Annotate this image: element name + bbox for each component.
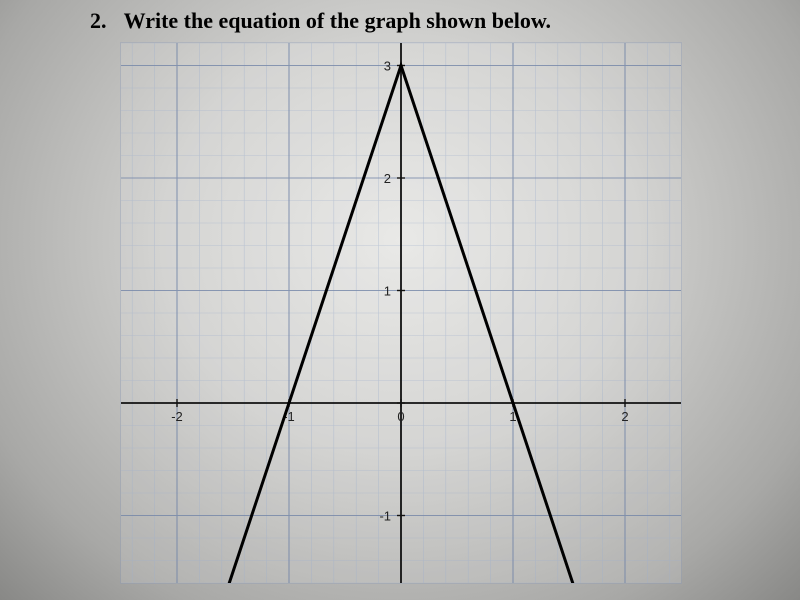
y-tick-label: 1 (384, 284, 391, 299)
x-tick-label: 0 (397, 409, 404, 424)
y-tick-label: 2 (384, 171, 391, 186)
x-tick-label: -2 (171, 409, 183, 424)
absolute-value-graph: 012-2-1123-1 (121, 43, 681, 583)
question-number: 2. (90, 8, 107, 34)
y-tick-label: -1 (379, 509, 391, 524)
x-tick-label: 2 (621, 409, 628, 424)
graph-panel: 012-2-1123-1 (120, 42, 682, 584)
question-line: 2. Write the equation of the graph shown… (90, 8, 551, 34)
y-tick-label: 3 (384, 59, 391, 74)
question-text: Write the equation of the graph shown be… (124, 8, 551, 33)
